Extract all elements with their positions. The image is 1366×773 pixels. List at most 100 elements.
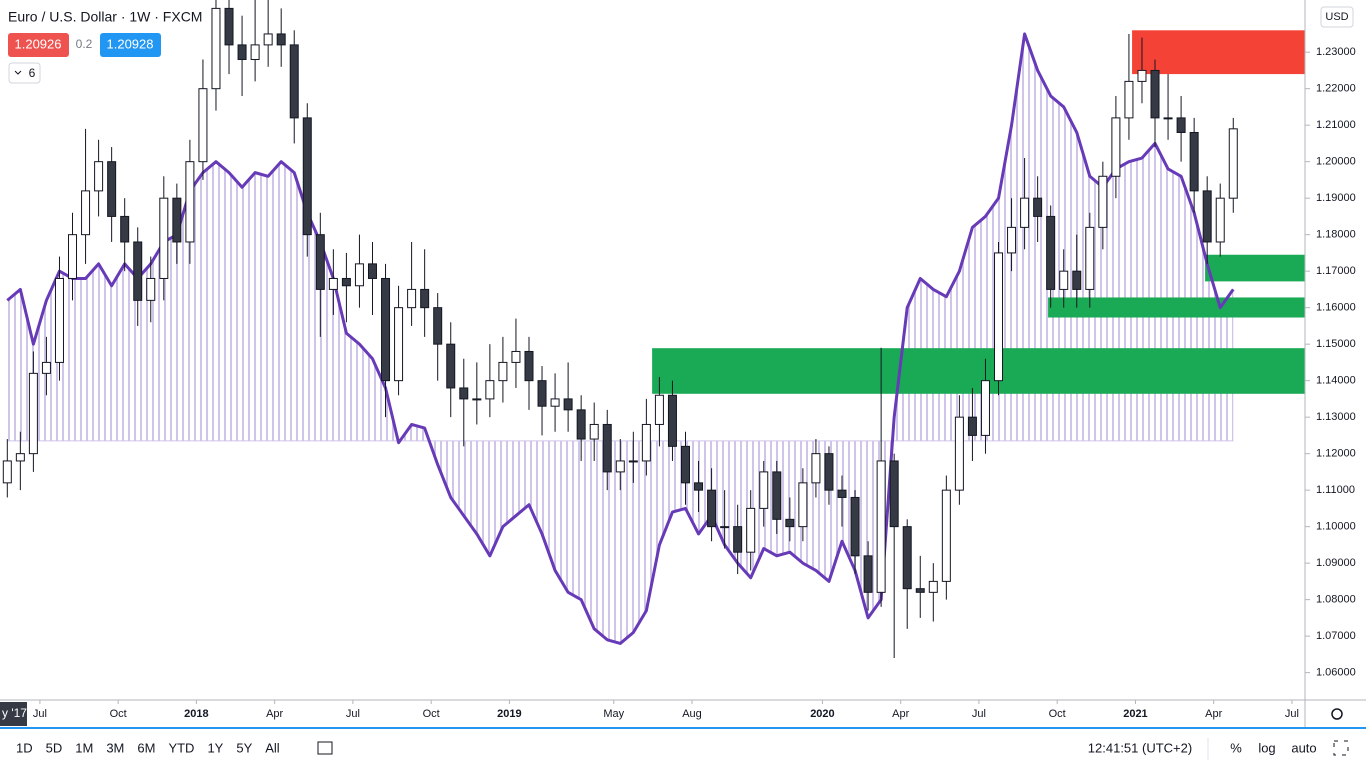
x-tick-label: Apr [1205, 708, 1222, 720]
candle-body [1085, 226, 1095, 290]
indicator-count[interactable]: 6 [29, 66, 36, 80]
candle-body [876, 460, 886, 593]
crosshair-label-box [0, 702, 27, 726]
x-tick-label: Jul [33, 708, 47, 720]
candle-body [315, 234, 325, 290]
candle-body [381, 277, 391, 382]
date-range-icon[interactable] [317, 741, 333, 755]
candle-body [759, 471, 769, 509]
x-tick-label: 2020 [810, 708, 834, 720]
fullscreen-icon[interactable] [1333, 740, 1349, 756]
range-button[interactable]: All [265, 740, 280, 755]
range-buttons: 1D 5D 1M 3M 6M YTD 1Y 5Y All [16, 740, 280, 755]
settings-icon[interactable] [1331, 708, 1343, 720]
y-tick-label: 1.16000 [1316, 302, 1356, 314]
candle-body [615, 460, 625, 473]
range-button[interactable]: 5D [46, 740, 63, 755]
range-button[interactable]: YTD [168, 740, 194, 755]
candle-body [667, 394, 677, 447]
candle-body [224, 7, 234, 46]
currency[interactable]: USD [1325, 11, 1348, 23]
y-tick-label: 1.22000 [1316, 83, 1356, 95]
range-button[interactable]: 5Y [236, 740, 252, 755]
plot-area [2, 0, 1305, 659]
currency-box[interactable] [1320, 6, 1354, 28]
x-tick-label: Jul [972, 708, 986, 720]
y-tick-label: 1.13000 [1316, 411, 1356, 423]
clock[interactable]: 12:41:51 (UTC+2) [1088, 740, 1192, 755]
candle-body [172, 197, 182, 243]
percent-toggle[interactable]: % [1230, 740, 1242, 755]
candle-body [81, 190, 91, 236]
x-tick-label: Apr [892, 708, 909, 720]
y-tick-label: 1.14000 [1316, 375, 1356, 387]
range-button[interactable]: 1M [75, 740, 93, 755]
y-tick-label: 1.08000 [1316, 594, 1356, 606]
crosshair-label: y '17 [2, 706, 27, 720]
candle-body [628, 460, 638, 463]
candle-body [654, 394, 664, 425]
candle-body [1124, 80, 1134, 119]
candle-body [941, 489, 951, 582]
indicator-line [6, 32, 1235, 645]
bid-box[interactable] [8, 33, 69, 57]
y-tick-label: 1.10000 [1316, 521, 1356, 533]
candle-body [994, 252, 1004, 382]
candle-body [54, 277, 64, 363]
auto-toggle[interactable]: auto [1291, 740, 1316, 755]
candle-body [289, 44, 299, 119]
bid-price[interactable]: 1.20926 [15, 36, 62, 51]
y-tick-label: 1.18000 [1316, 229, 1356, 241]
candle-body [263, 33, 273, 46]
candle-body [41, 361, 51, 374]
candle-body [107, 161, 117, 217]
candle-body [1111, 117, 1121, 177]
candle-body [889, 460, 899, 528]
y-tick-label: 1.12000 [1316, 448, 1356, 460]
candle-body [680, 445, 690, 484]
candle-body [1059, 270, 1069, 290]
candle-body [811, 453, 821, 484]
ask-box[interactable] [100, 33, 161, 57]
candle-body [798, 482, 808, 528]
candle-body [498, 361, 508, 382]
candle-body [1189, 131, 1199, 192]
candle-body [28, 372, 38, 455]
candle-body [1072, 270, 1082, 290]
axes: 1.06000 1.07000 1.08000 1.09000 1.10000 1.110… [33, 46, 1356, 720]
candle-body [537, 380, 547, 407]
zone [1132, 30, 1305, 75]
range-button[interactable]: 1Y [207, 740, 223, 755]
candle-body [720, 526, 730, 529]
range-button[interactable]: 6M [137, 740, 155, 755]
x-tick-label: Oct [1049, 708, 1066, 720]
candle-body [328, 277, 338, 290]
y-tick-label: 1.09000 [1316, 557, 1356, 569]
candle-body [511, 350, 521, 363]
candle-body [694, 482, 704, 491]
log-toggle[interactable]: log [1258, 740, 1275, 755]
candle-body [15, 453, 25, 462]
indicator-toggle[interactable] [8, 62, 41, 84]
candle-body [902, 526, 912, 590]
x-tick-label: 2019 [497, 708, 521, 720]
candle-body [367, 263, 377, 279]
x-tick-label: Aug [682, 708, 702, 720]
zone [1205, 254, 1305, 282]
candle-body [1098, 175, 1108, 228]
candle-body [1020, 197, 1030, 228]
candle-body [1137, 69, 1147, 82]
x-tick-label: Jul [346, 708, 360, 720]
range-button[interactable]: 1D [16, 740, 33, 755]
y-tick-label: 1.19000 [1316, 192, 1356, 204]
candle-body [185, 161, 195, 243]
candle-body [863, 555, 873, 593]
candle-body [1228, 128, 1238, 199]
ask-price[interactable]: 1.20928 [107, 36, 154, 51]
candle-body [159, 197, 169, 279]
candle-body [198, 88, 208, 163]
candle-body [850, 496, 860, 557]
range-button[interactable]: 3M [106, 740, 124, 755]
candle-body [407, 288, 417, 309]
candle-body [1046, 215, 1056, 290]
